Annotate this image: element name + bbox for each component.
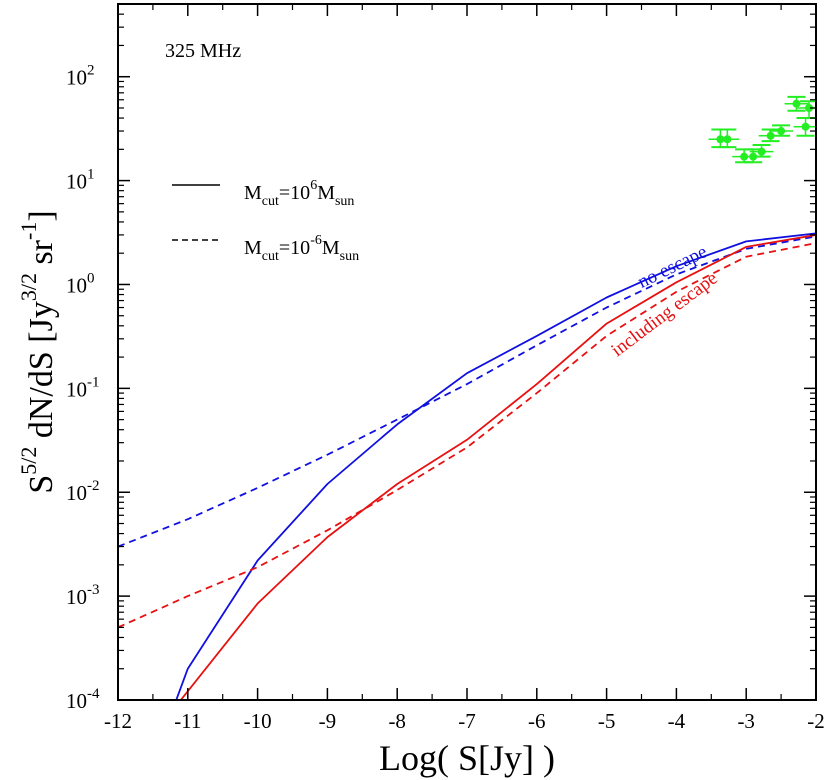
x-tick-label: -7 xyxy=(458,709,476,733)
obs-marker xyxy=(805,103,814,112)
x-tick-label: -8 xyxy=(388,709,406,733)
x-tick-label: -10 xyxy=(244,709,272,733)
x-tick-label: -6 xyxy=(528,709,546,733)
x-tick-label: -9 xyxy=(319,709,337,733)
obs-point-5 xyxy=(758,128,783,143)
x-axis-title: Log( S[Jy] ) xyxy=(379,738,555,778)
x-tick-label: -2 xyxy=(807,709,825,733)
obs-marker xyxy=(792,99,801,108)
obs-point-6 xyxy=(769,124,793,137)
x-tick-label: -11 xyxy=(174,709,201,733)
obs-marker xyxy=(801,122,810,131)
legend-dashed-label: Mcut=10-6Msun xyxy=(244,233,359,264)
obs-marker xyxy=(777,127,786,136)
x-tick-label: -5 xyxy=(598,709,616,733)
x-tick-label: -12 xyxy=(104,709,132,733)
obs-marker xyxy=(766,131,775,140)
series-line-0 xyxy=(175,232,816,700)
obs-point-7 xyxy=(784,95,809,112)
y-tick-label: 101 xyxy=(66,167,95,194)
plot-frame xyxy=(117,3,817,701)
y-tick-label: 10-2 xyxy=(66,478,100,505)
obs-point-8 xyxy=(793,117,816,137)
legend: Mcut=106Msun Mcut=10-6Msun xyxy=(172,178,359,264)
series-line-3 xyxy=(118,242,816,629)
x-tick-label: -3 xyxy=(737,709,755,733)
obs-marker xyxy=(723,135,732,144)
legend-solid-label: Mcut=106Msun xyxy=(244,178,354,209)
obs-marker xyxy=(757,147,766,156)
y-tick-label: 10-3 xyxy=(66,582,100,609)
y-tick-label: 10-4 xyxy=(66,686,100,713)
obs-point-1 xyxy=(715,128,740,149)
y-tick-label: 10-1 xyxy=(66,374,100,401)
x-tick-label: -4 xyxy=(668,709,686,733)
series-line-2 xyxy=(180,234,816,700)
y-tick-label: 102 xyxy=(66,63,95,90)
series-line-1 xyxy=(118,235,816,548)
y-axis-title: S5/2 dN/dS [Jy3/2 sr-1] xyxy=(16,210,60,493)
frequency-label: 325 MHz xyxy=(165,40,241,62)
obs-point-4 xyxy=(749,144,774,158)
y-tick-label: 100 xyxy=(66,270,95,297)
